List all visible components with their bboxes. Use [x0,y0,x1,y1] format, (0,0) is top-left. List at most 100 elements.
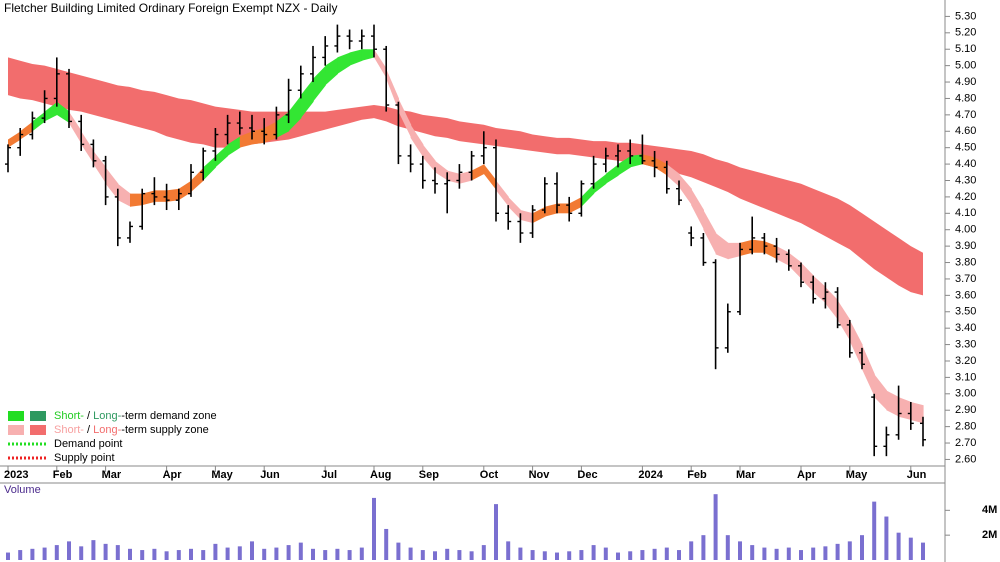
short-term-band-segment [776,246,790,266]
volume-bar [872,501,877,560]
short-term-band-segment [849,319,863,370]
y-tick-label: 4.90 [955,76,976,88]
volume-bar [335,548,340,560]
short-term-band-segment [910,402,924,424]
x-tick-label: Aug [370,469,391,481]
legend-text: Short- / Long--term demand zone [54,410,217,422]
volume-bar [176,550,181,560]
volume-bar [713,494,718,560]
short-term-band-segment [618,155,631,176]
legend-text: Demand point [54,438,123,450]
short-term-band-segment [715,233,729,260]
volume-bar [237,546,242,560]
x-tick-label: May [211,469,233,481]
volume-bar [30,548,35,560]
volume-bar [274,547,279,560]
short-term-band-segment [117,183,131,207]
volume-bar [518,547,523,560]
short-term-band-segment [837,300,851,342]
y-tick-label: 3.80 [955,256,976,268]
volume-label: Volume [4,484,41,496]
short-term-band-segment [130,193,143,207]
volume-bar [750,545,755,560]
volume-bar [811,547,816,560]
short-term-band-segment [496,180,509,207]
volume-bar [396,542,401,560]
volume-bar [616,552,620,560]
volume-bar [189,548,193,560]
volume-bar [18,550,23,560]
legend-text-part: Short- [54,424,84,436]
volume-bar [262,548,267,560]
volume-bar [542,551,547,560]
volume-bar [250,541,254,560]
x-tick-label: Apr [163,469,183,481]
short-term-band-segment [483,164,497,191]
y-tick-label: 3.40 [955,322,976,334]
y-tick-label: 4.70 [955,109,976,121]
short-term-band-segment [788,252,802,279]
y-tick-label: 4.30 [955,174,976,186]
short-term-band-segment [105,167,119,201]
volume-bar [774,548,779,560]
volume-bar [908,537,913,560]
y-tick-label: 5.30 [955,10,976,22]
x-tick-label: Jun [260,469,280,481]
volume-bar [579,550,584,560]
short-term-band-segment [471,164,485,181]
x-tick-label: Mar [736,469,756,481]
y-tick-label: 3.30 [955,338,976,350]
short-term-band-segment [874,374,887,411]
legend-text-part: Long- [93,424,121,436]
short-term-band-segment [374,49,387,79]
short-term-band-segment [593,173,607,194]
volume-bar [152,548,157,560]
short-term-band-segment [862,344,875,398]
short-term-band-segment [398,98,412,138]
volume-bar [323,550,328,560]
x-tick-label: Feb [53,469,73,481]
volume-bar [701,535,706,560]
short-term-band-segment [69,111,82,145]
volume-bar [506,541,511,560]
short-term-band-segment [8,131,21,148]
y-tick-label: 2.80 [955,421,976,433]
volume-bar [128,548,132,560]
legend-swatch [8,411,24,421]
volume-bar [860,535,864,560]
legend-text-part: Short- [54,410,84,422]
y-tick-label: 4.40 [955,158,976,170]
short-term-band-segment [337,52,351,74]
volume-bar [298,542,303,560]
y-tick-label: 4.80 [955,92,976,104]
short-term-band-segment [532,206,546,224]
volume-bar [201,550,206,560]
short-term-band-segment [191,167,204,192]
volume-bar [677,550,681,560]
short-term-band-segment [740,239,753,256]
x-tick-label: Apr [797,469,817,481]
volume-bar [103,543,108,560]
volume-bar [140,550,145,560]
short-term-band-segment [32,111,46,132]
short-term-band-segment [239,131,253,148]
volume-bar [530,550,535,560]
legend-text-part: -term supply zone [121,424,208,436]
volume-bar [738,541,742,560]
plot-layer [5,24,926,560]
short-term-band-segment [801,262,814,293]
legend-text-part: Long- [93,410,121,422]
volume-bar [54,545,59,560]
volume-bar [433,551,437,560]
short-term-band-segment [166,188,180,202]
short-term-band-segment [252,127,265,145]
legend-text: Short- / Long--term supply zone [54,424,209,436]
short-term-band-segment [886,390,900,417]
y-tick-label: 4.60 [955,125,976,137]
y-tick-label: 5.10 [955,43,976,55]
short-term-band-segment [422,144,436,173]
short-term-band-segment [666,164,680,188]
volume-bar [91,540,96,560]
volume-bar [823,546,828,560]
